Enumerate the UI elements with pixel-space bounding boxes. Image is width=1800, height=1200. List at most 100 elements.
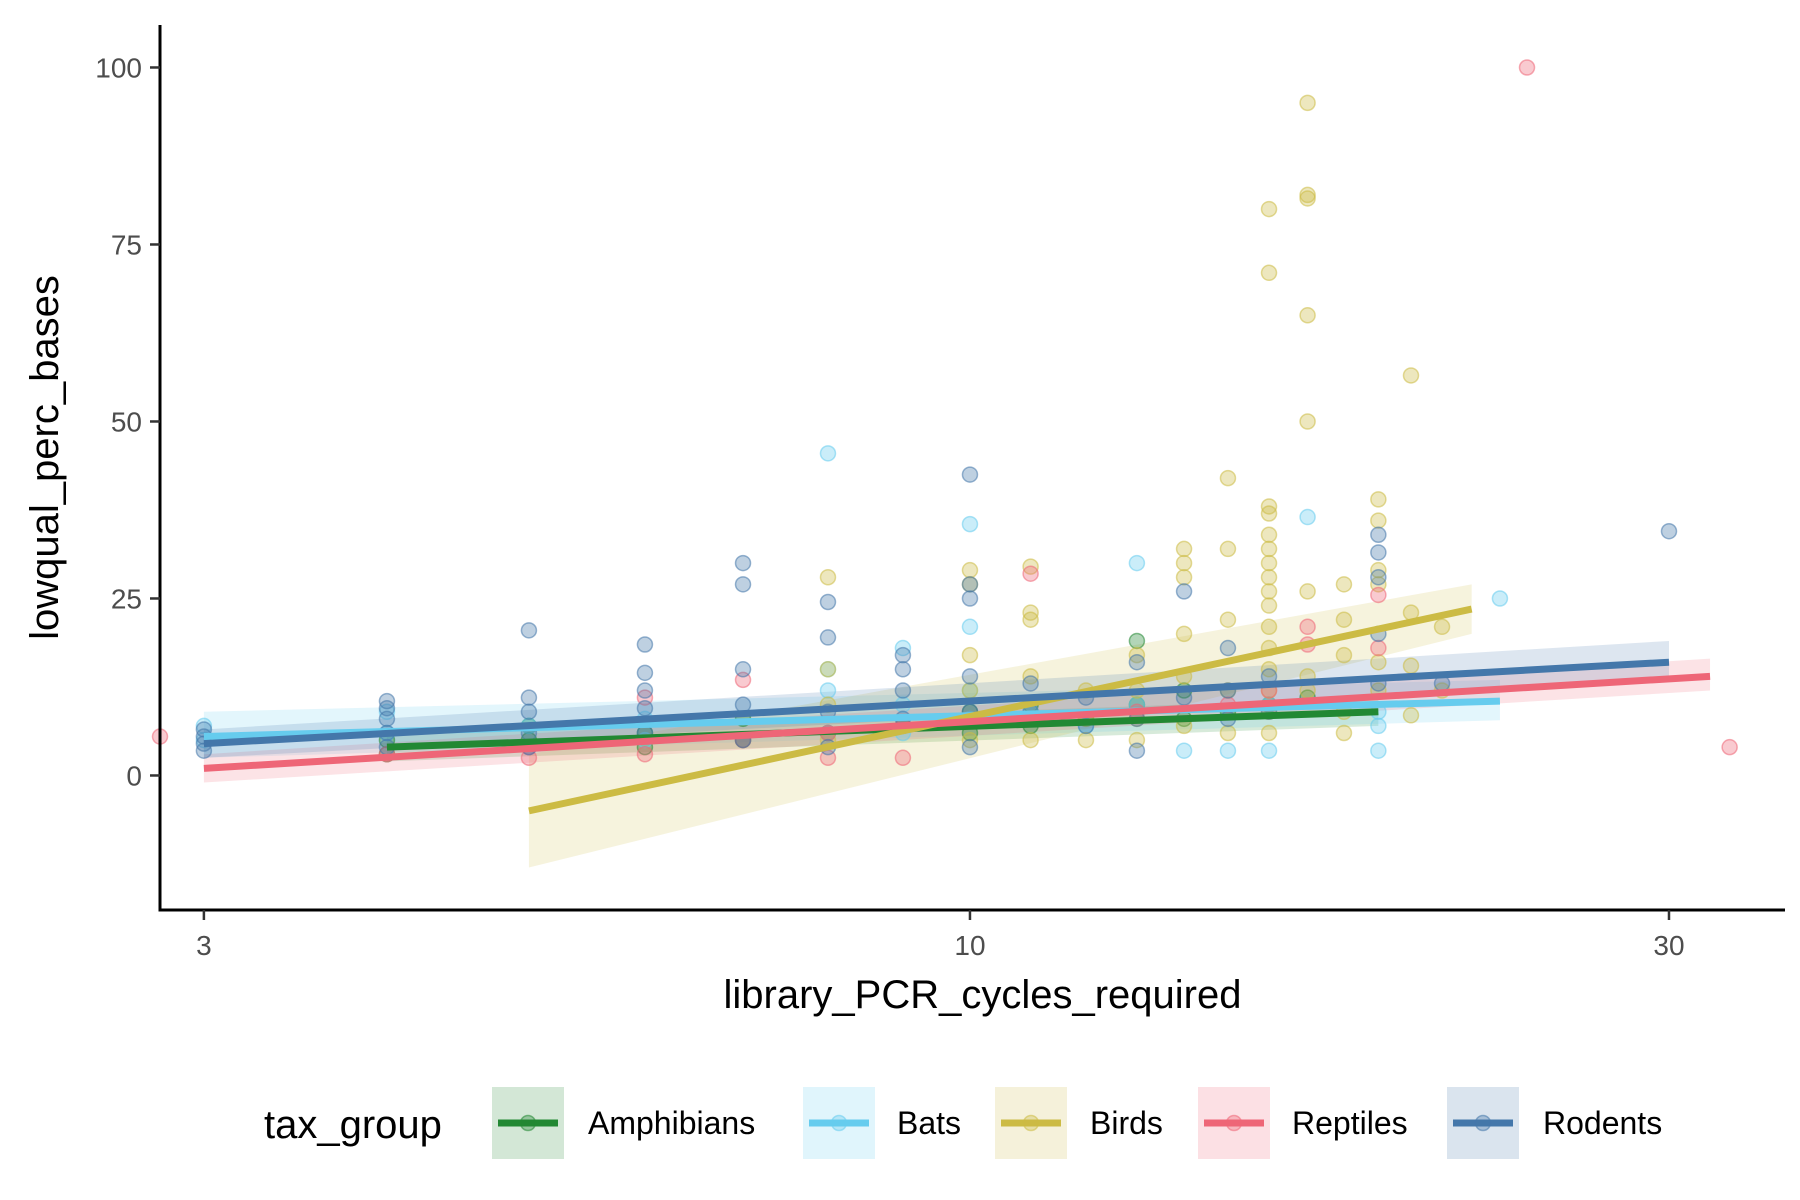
point-birds <box>1299 94 1316 112</box>
point-bats <box>819 682 837 699</box>
legend-label-bats: Bats <box>897 1105 961 1141</box>
point-rodents <box>961 668 979 685</box>
point-bats <box>961 515 979 533</box>
point-birds <box>1260 724 1278 742</box>
point-birds <box>1022 611 1039 628</box>
y-tick-label: 75 <box>111 229 142 260</box>
point-birds <box>1175 540 1193 558</box>
x-axis-title: library_PCR_cycles_required <box>724 973 1242 1017</box>
point-birds <box>1402 657 1420 674</box>
y-axis-ticks: 0 25 50 75 100 <box>95 52 160 791</box>
x-axis-ticks: 3 10 30 <box>196 910 1685 961</box>
point-bats <box>1491 590 1509 607</box>
point-rodents <box>1370 526 1387 544</box>
point-rodents <box>1219 639 1237 657</box>
point-birds <box>1402 367 1420 384</box>
point-bats <box>1260 742 1278 759</box>
legend-point-amphibians <box>519 1114 537 1132</box>
point-bats <box>1128 554 1146 572</box>
legend-label-birds: Birds <box>1090 1105 1163 1141</box>
point-rodents <box>1660 522 1678 540</box>
point-bats <box>1299 508 1316 526</box>
x-tick-label: 10 <box>954 930 985 961</box>
legend-label-amphibians: Amphibians <box>588 1105 755 1141</box>
point-rodents <box>961 576 979 593</box>
point-birds <box>1370 512 1387 529</box>
point-birds <box>961 646 979 664</box>
point-birds <box>1370 653 1387 671</box>
legend-point-bats <box>830 1114 848 1132</box>
point-bats <box>961 618 979 636</box>
y-axis-title: lowqual_perc_bases <box>23 275 67 640</box>
point-birds <box>1175 625 1193 643</box>
point-birds <box>961 682 979 699</box>
point-birds <box>1260 526 1278 544</box>
point-rodents <box>520 689 538 706</box>
point-rodents <box>636 636 654 653</box>
point-birds <box>1219 469 1237 487</box>
point-rodents <box>819 593 837 611</box>
trend-line-reptiles <box>203 672 1711 772</box>
point-rodents <box>734 576 752 593</box>
point-rodents <box>636 682 654 699</box>
point-amphibians <box>1128 632 1146 650</box>
point-bats <box>1370 717 1387 735</box>
trend-line-birds <box>528 605 1473 815</box>
point-bats <box>1175 742 1193 759</box>
point-rodents <box>1370 544 1387 561</box>
y-tick-label: 100 <box>95 52 142 83</box>
axes: 3 10 30 0 25 50 75 100 library_PCR_cycles_requ… <box>23 25 1785 1017</box>
trend-lines <box>203 605 1711 815</box>
point-rodents <box>1128 742 1146 759</box>
point-rodents <box>636 664 654 682</box>
point-birds <box>1219 724 1237 742</box>
point-reptiles <box>1370 586 1387 604</box>
point-reptiles <box>1299 618 1316 636</box>
point-birds <box>1370 491 1387 508</box>
point-birds <box>1260 540 1278 558</box>
point-rodents <box>961 590 979 607</box>
point-rodents <box>1370 568 1387 586</box>
point-birds <box>819 568 837 586</box>
point-birds <box>1335 724 1353 742</box>
point-birds <box>1335 646 1353 664</box>
point-birds <box>1299 307 1316 324</box>
point-birds <box>1402 707 1420 724</box>
point-bats <box>1219 742 1237 759</box>
point-birds <box>1260 264 1278 282</box>
point-birds <box>1260 618 1278 636</box>
point-reptiles <box>1721 738 1738 756</box>
trend-line-rodents <box>203 658 1670 748</box>
point-rodents <box>819 629 837 646</box>
legend-title: tax_group <box>264 1103 442 1147</box>
point-rodents <box>1175 583 1193 600</box>
y-tick-label: 25 <box>111 583 142 614</box>
point-rodents <box>894 661 912 678</box>
legend-item-birds: Birds <box>995 1087 1163 1159</box>
point-reptiles <box>636 745 654 763</box>
point-rodents <box>961 738 979 756</box>
legend-label-rodents: Rodents <box>1543 1105 1662 1141</box>
point-reptiles <box>1518 59 1536 76</box>
point-birds <box>1077 731 1095 749</box>
point-reptiles <box>1022 565 1039 582</box>
x-tick-label: 3 <box>196 930 212 961</box>
point-rodents <box>734 661 752 678</box>
point-rodents <box>520 703 538 721</box>
point-rodents <box>378 692 396 710</box>
legend-point-birds <box>1022 1114 1040 1132</box>
point-birds <box>1219 540 1237 558</box>
point-birds <box>1260 200 1278 218</box>
point-rodents <box>894 682 912 699</box>
legend-item-amphibians: Amphibians <box>492 1087 755 1159</box>
point-rodents <box>894 646 912 664</box>
y-tick-label: 0 <box>126 760 142 791</box>
point-rodents <box>1022 675 1039 692</box>
point-rodents <box>520 622 538 639</box>
point-birds <box>1433 618 1451 636</box>
point-birds <box>1260 568 1278 586</box>
point-birds <box>1175 554 1193 572</box>
point-rodents <box>734 554 752 572</box>
point-birds <box>1299 583 1316 600</box>
legend: tax_group Amphibians Bats Birds Reptiles Rod… <box>264 1087 1662 1159</box>
